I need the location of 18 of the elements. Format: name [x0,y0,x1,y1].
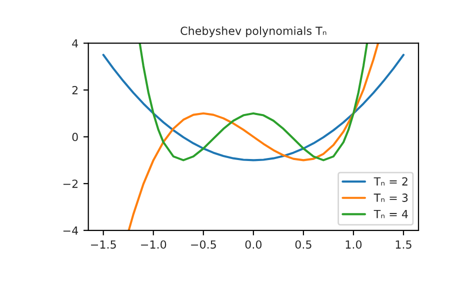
legend-label: Tₙ = 2 [374,177,408,186]
x-tick-label: 1.0 [346,240,362,249]
legend-label: Tₙ = 3 [374,194,408,202]
y-tick-label: −2 [63,180,78,188]
x-tick-label: −0.5 [191,240,216,249]
chart-title: Chebyshev polynomials Tₙ [180,26,326,38]
line-series [102,54,405,162]
y-tick-label: 4 [72,39,78,48]
y-tick-label: 0 [72,132,78,142]
x-tick-label: 0.5 [295,240,312,249]
y-tick-label: 2 [72,86,78,94]
legend-label: Tₙ = 4 [374,210,408,218]
y-tick-label: −4 [63,226,78,235]
x-tick-label: 1.5 [396,240,412,249]
x-tick-label: 0.0 [245,240,262,249]
x-tick-label: −1.0 [141,240,166,249]
x-tick-label: −1.5 [91,240,116,249]
line-series [138,43,368,162]
